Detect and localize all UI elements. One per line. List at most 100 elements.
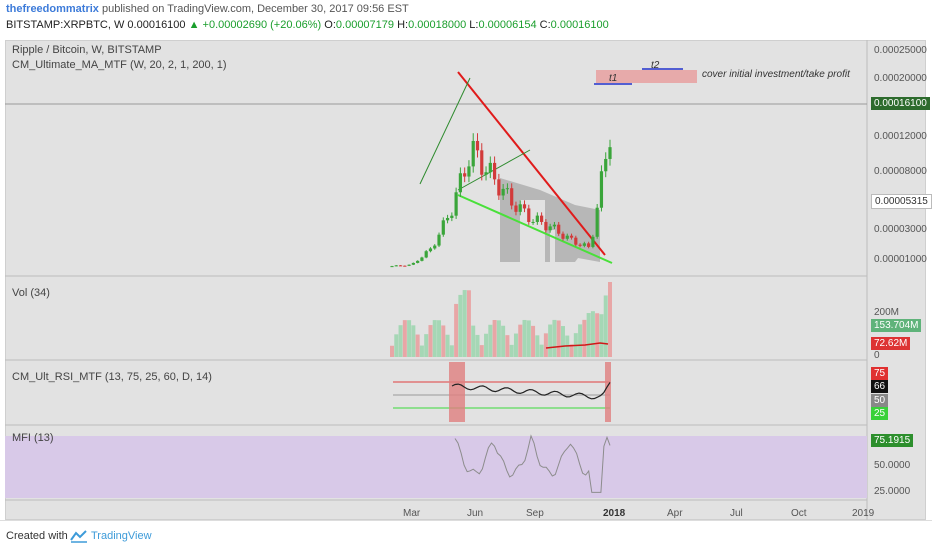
price-tick: 0.00001000 — [874, 254, 927, 265]
volume-bar — [445, 334, 450, 357]
volume-tick: 0 — [874, 350, 880, 361]
chart-header: thefreedommatrix published on TradingVie… — [0, 0, 932, 38]
crosshair-price-badge: 0.00005315 — [871, 194, 932, 209]
rsi-line — [451, 382, 611, 400]
candle-body — [420, 257, 424, 261]
rsi-75-badge: 75 — [871, 367, 889, 380]
mfi-pane-title: MFI (13) — [12, 432, 54, 444]
mfi-line — [454, 434, 611, 493]
price-tick: 0.00025000 — [874, 45, 927, 56]
candle-body — [407, 264, 411, 266]
volume-tick: 200M — [874, 307, 900, 318]
volume-bar — [599, 314, 604, 357]
volume-bar — [608, 282, 612, 357]
mfi-value-badge: 75.1915 — [871, 434, 914, 447]
candle-body — [454, 192, 458, 216]
candle-body — [587, 243, 591, 247]
candle-body — [458, 173, 462, 193]
volume-ma-badge: 72.62M — [871, 337, 911, 350]
target-zone — [596, 70, 697, 83]
tradingview-logo-icon — [70, 530, 87, 543]
candle-body — [544, 221, 548, 231]
volume-bar — [522, 319, 527, 357]
candle-body — [398, 265, 403, 267]
symbol-label: BITSTAMP:XRPBTC, W — [6, 19, 125, 31]
volume-bar — [479, 345, 484, 357]
close-value: 0.00016100 — [550, 19, 609, 31]
candle-body — [561, 233, 565, 239]
candle-body — [582, 243, 586, 246]
volume-bar — [437, 320, 442, 357]
volume-bar — [552, 319, 557, 357]
candle-body — [535, 215, 539, 222]
close-label: C: — [539, 19, 551, 31]
volume-bar — [595, 313, 600, 357]
candle-body — [403, 265, 407, 267]
candle-body — [608, 147, 612, 159]
volume-bar — [419, 345, 424, 357]
volume-bar — [518, 324, 523, 357]
time-tick: Oct — [791, 508, 807, 519]
candle-body — [480, 150, 484, 175]
mfi-band — [5, 436, 867, 498]
volume-bar — [484, 333, 489, 357]
volume-bar — [462, 290, 467, 357]
time-tick: Jun — [467, 508, 484, 519]
time-tick: Sep — [526, 508, 544, 519]
volume-series — [390, 282, 612, 357]
volume-bar — [556, 320, 561, 357]
candle-body — [492, 162, 497, 180]
candle-body — [394, 265, 398, 267]
rsi-50-badge: 50 — [871, 394, 889, 407]
volume-bar — [415, 334, 420, 357]
rsi-25-badge: 25 — [871, 407, 889, 420]
volume-bar — [509, 344, 514, 357]
candle-body — [569, 235, 574, 238]
candle-body — [445, 217, 450, 221]
volume-bar — [402, 320, 407, 357]
publish-info: published on TradingView.com, December 3… — [101, 3, 409, 15]
rsi-pane-title: CM_Ult_RSI_MTF (13, 75, 25, 60, D, 14) — [12, 371, 212, 383]
time-tick: Apr — [667, 508, 683, 519]
volume-bar — [475, 334, 480, 357]
publish-line: thefreedommatrix published on TradingVie… — [6, 3, 409, 15]
volume-bar — [505, 335, 510, 357]
ma-indicator-title: CM_Ultimate_MA_MTF (W, 20, 2, 1, 200, 1) — [12, 59, 227, 71]
mfi-tick: 50.0000 — [874, 460, 911, 471]
author-link[interactable]: thefreedommatrix — [6, 3, 99, 15]
price-tick: 0.00003000 — [874, 224, 927, 235]
candle-body — [437, 234, 441, 246]
candle-body — [390, 266, 394, 268]
tradingview-link[interactable]: TradingView — [91, 530, 152, 542]
volume-bar — [531, 325, 536, 357]
candle-body — [565, 235, 569, 239]
candle-body — [510, 188, 514, 206]
low-label: L: — [469, 19, 479, 31]
resistance-trendline — [457, 71, 606, 256]
volume-bar — [488, 324, 493, 357]
channel-line — [419, 77, 471, 185]
candle-body — [527, 208, 531, 222]
volume-bar — [398, 325, 403, 357]
candle-body — [604, 158, 608, 172]
volume-bar — [441, 325, 446, 357]
candlestick-series — [390, 133, 612, 268]
candle-body — [522, 204, 527, 209]
volume-pane-title: Vol (34) — [12, 287, 50, 299]
t2-label: t2 — [651, 60, 660, 71]
volume-bar — [578, 324, 583, 357]
low-value: 0.00006154 — [478, 19, 537, 31]
volume-bar — [535, 335, 540, 357]
volume-bar — [424, 334, 429, 357]
time-tick: 2018 — [603, 508, 626, 519]
volume-bar — [513, 333, 518, 357]
volume-bar — [543, 333, 548, 357]
candle-body — [441, 220, 445, 235]
candle-body — [548, 226, 552, 231]
open-value: 0.00007179 — [335, 19, 395, 31]
candle-body — [471, 140, 475, 167]
created-with-label: Created with — [6, 530, 68, 542]
volume-bar — [496, 320, 501, 357]
price-change: ▲ +0.00002690 (+20.06%) — [188, 19, 322, 31]
